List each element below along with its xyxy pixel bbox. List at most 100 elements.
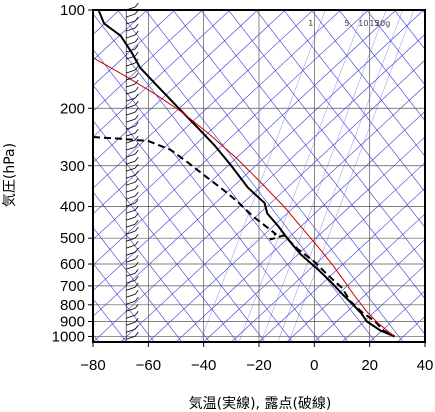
wind-barb-flag (134, 44, 139, 50)
isotherm-line (314, 239, 425, 342)
wind-barb-flag (134, 93, 139, 99)
pressure-grid (92, 9, 426, 342)
wind-barb-flag (134, 65, 139, 71)
wind-barb (126, 188, 136, 193)
isotherm-line (93, 10, 425, 317)
dry-adiabat-line (145, 10, 404, 342)
wind-barb (126, 300, 136, 305)
wind-barb-flag (134, 16, 139, 22)
wind-barb-flag (134, 198, 139, 204)
wind-barb (126, 34, 136, 39)
series-line-0 (97, 10, 395, 338)
x-tick-label: 40 (417, 357, 434, 374)
mixing-ratio-lines (200, 10, 415, 342)
wind-barb-flag (134, 226, 139, 232)
x-tick-label: −20 (246, 357, 271, 374)
x-tick-label: −60 (136, 357, 161, 374)
wind-barb (126, 307, 136, 312)
wind-barb-flag (134, 23, 139, 29)
dry-adiabat-line (255, 10, 425, 228)
isotherm-line (258, 187, 425, 342)
wind-barbs (125, 2, 139, 342)
dry-adiabat-lines (93, 0, 435, 382)
mixing-ratio-line (260, 10, 387, 342)
x-tick-label: 20 (361, 357, 378, 374)
x-tick-label: −80 (80, 357, 105, 374)
y-tick-label: 400 (60, 199, 85, 216)
wind-barb-flag (134, 72, 139, 78)
dry-adiabat-line (366, 10, 425, 86)
wind-barb (126, 195, 136, 200)
dry-adiabat-line (93, 120, 266, 342)
wind-barb (126, 55, 136, 60)
y-tick-label: 800 (60, 297, 85, 314)
isotherm-line (93, 10, 148, 61)
wind-barb (126, 48, 136, 53)
wind-barb (126, 97, 136, 102)
wind-barb (126, 181, 136, 186)
wind-barb-flag (134, 303, 139, 309)
wind-barb (126, 251, 136, 256)
wind-barb-flag (134, 79, 139, 85)
wind-barb-flag (134, 289, 139, 295)
isotherm-line (93, 10, 286, 189)
wind-barb-flag (134, 310, 139, 316)
dry-adiabat-line (394, 10, 425, 50)
wind-barb-flag (134, 86, 139, 92)
wind-barb (126, 27, 136, 32)
dry-adiabat-line (117, 10, 376, 342)
isotherm-line (341, 264, 425, 342)
series-line-2 (93, 57, 395, 337)
y-axis-label: 気圧(hPa) (2, 143, 18, 207)
wind-barb (126, 83, 136, 88)
wind-barb-flag (134, 317, 139, 323)
wind-barb (126, 258, 136, 263)
wind-barb (126, 13, 136, 18)
wind-barb-flag (134, 51, 139, 57)
dry-adiabat-line (228, 10, 425, 264)
wind-barb (126, 202, 136, 207)
wind-barb (126, 293, 136, 298)
dry-adiabat-line (419, 0, 435, 382)
isotherm-line (286, 213, 425, 342)
wind-barb-flag (134, 212, 139, 218)
isotherm-line (148, 85, 425, 342)
wind-barb (126, 90, 136, 95)
x-tick-label: −40 (191, 357, 216, 374)
wind-barb-flag (134, 2, 139, 8)
mixing-ratio-label: 15 (369, 19, 379, 28)
y-tick-label: 500 (60, 230, 85, 247)
dry-adiabat-line (283, 10, 425, 193)
mixing-ratio-line (288, 10, 415, 342)
wind-barb (126, 174, 136, 179)
wind-barb (126, 20, 136, 25)
isotherm-line (93, 10, 259, 164)
mixing-ratio-line (238, 10, 365, 342)
x-axis-label: 気温(実線), 露点(破線) (189, 396, 332, 412)
wind-barb-flag (134, 268, 139, 274)
y-tick-label: 600 (60, 256, 85, 273)
y-tick-label: 900 (60, 314, 85, 331)
wind-barb (126, 104, 136, 109)
wind-barb-flag (134, 142, 139, 148)
wind-barb-flag (134, 107, 139, 113)
wind-barb (126, 62, 136, 67)
wind-barb-flag (134, 191, 139, 197)
wind-barb-flag (134, 121, 139, 127)
y-tick-label: 300 (60, 158, 85, 175)
series-line-1 (93, 136, 396, 338)
wind-barb (126, 146, 136, 151)
wind-barb-flag (134, 37, 139, 43)
wind-barb (126, 230, 136, 235)
y-tick-label: 1000 (52, 328, 85, 345)
wind-barb (126, 76, 136, 81)
wind-barb (126, 328, 136, 333)
mixing-ratio-label: 20g (375, 19, 390, 28)
x-tick-label: 0 (310, 357, 318, 374)
wind-barb-flag (134, 240, 139, 246)
wind-barb (126, 286, 136, 291)
mixing-ratio-label: 1 (308, 19, 313, 28)
isotherm-line (203, 136, 425, 342)
